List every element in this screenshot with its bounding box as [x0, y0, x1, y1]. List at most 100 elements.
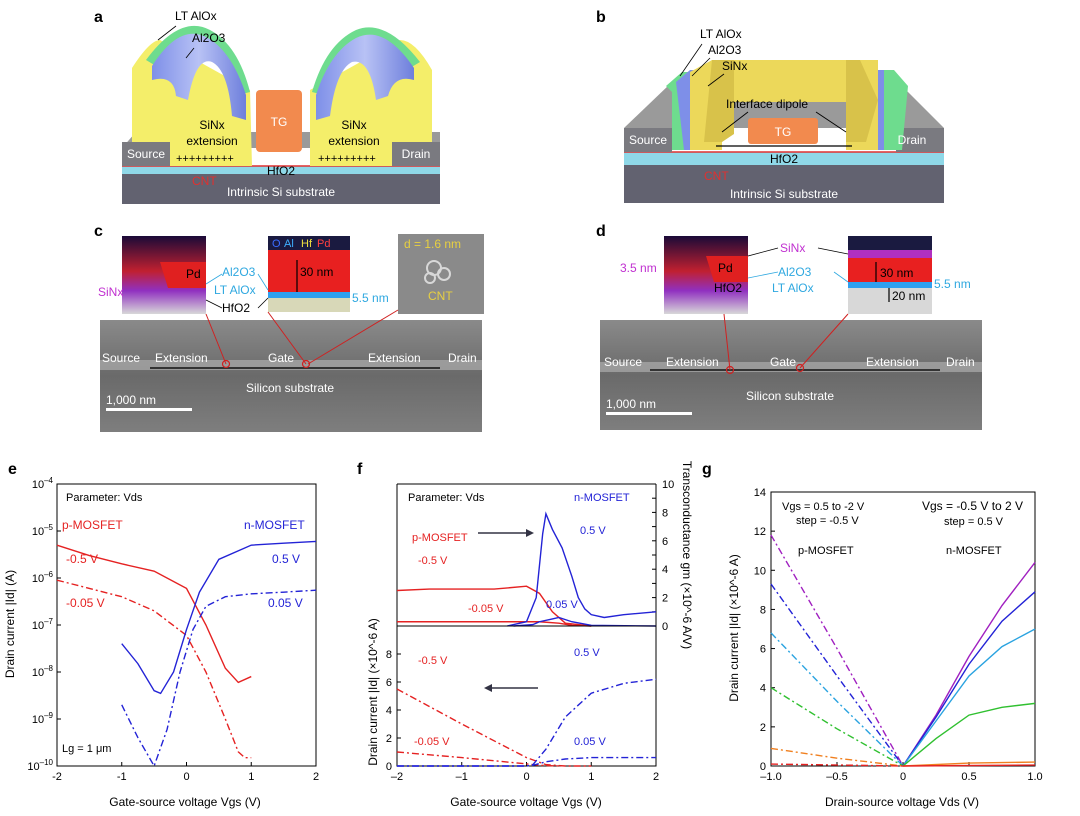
e-ytick-label-5: 10–5 — [32, 523, 54, 538]
g-series-6 — [902, 562, 1036, 767]
drain-label-b: Drain — [898, 133, 927, 147]
g-xtick-label-1: –0.5 — [826, 771, 847, 783]
f-bottom-ytick-label-4: 8 — [386, 649, 392, 661]
alox-dome-right — [316, 34, 414, 120]
sem-ext1-d: Extension — [666, 355, 719, 369]
g-ytick-label-3: 6 — [760, 644, 766, 656]
panel-label-f: f — [357, 461, 363, 478]
e-p-005: -0.05 V — [66, 596, 105, 610]
si-substrate — [122, 174, 440, 204]
tg-label: TG — [271, 115, 288, 129]
e-xlabel: Gate-source voltage Vgs (V) — [109, 795, 260, 809]
g-ytick-label-4: 8 — [760, 604, 766, 616]
e-n-005: 0.05 V — [268, 596, 303, 610]
sinx-label-b: SiNx — [722, 59, 747, 73]
chart-f-bottom: –2 –1 0 1 2 0 2 4 6 8 — [386, 625, 659, 783]
sem-drain-d: Drain — [946, 355, 975, 369]
al2o3-b-right — [884, 70, 908, 150]
sem-gate-d: Gate — [770, 355, 796, 369]
e-series-1 — [56, 579, 252, 759]
g-series-10 — [902, 761, 1036, 767]
eds-legend-al: Al — [284, 238, 294, 250]
thick-30-d: 30 nm — [880, 266, 913, 280]
dipole-label: Interface dipole — [726, 97, 808, 111]
f-xlabel: Gate-source voltage Vgs (V) — [450, 795, 601, 809]
g-xlabel: Drain-source voltage Vds (V) — [825, 795, 979, 809]
f-xtick-label-0: –2 — [391, 771, 403, 783]
f-bottom-ytick-label-3: 6 — [386, 677, 392, 689]
f-top-ytick-label-0: 0 — [662, 621, 668, 633]
chart-g-annotations: Vgs = 0.5 to -2 V step = -0.5 V Vgs = -0… — [727, 499, 1023, 809]
f-top-n-05: 0.5 V — [580, 525, 606, 537]
thick-20-d: 20 nm — [892, 289, 925, 303]
f-top-series-2 — [506, 511, 657, 627]
panel-b: b TG Interface dipole LT AlOx Al2O3 SiNx… — [596, 9, 944, 203]
g-xtick-label-0: –1.0 — [760, 771, 781, 783]
f-top-series-3 — [513, 616, 657, 627]
scale-label-c: 1,000 nm — [106, 393, 156, 407]
sem-ext1-c: Extension — [155, 351, 208, 365]
e-ytick-label-3: 10–7 — [32, 617, 54, 632]
panel-label-c: c — [94, 223, 103, 240]
substrate-label-b: Intrinsic Si substrate — [730, 187, 838, 201]
e-ytick-label-2: 10–8 — [32, 664, 54, 679]
e-series-0 — [56, 544, 252, 684]
g-p-vgs: Vgs = 0.5 to -2 V — [782, 501, 865, 513]
e-ytick-label-1: 10–9 — [32, 711, 54, 726]
g-xtick-label-3: 0.5 — [961, 771, 976, 783]
f-top-p-05: -0.5 V — [418, 555, 448, 567]
panel-a: a TG LT AlOx Al2O3 SiNx extension SiNx e… — [94, 9, 440, 204]
e-ytick-label-4: 10–6 — [32, 570, 54, 585]
source-contact-b — [624, 128, 672, 152]
cnt-label-c: CNT — [428, 289, 453, 303]
g-series-5 — [770, 763, 904, 767]
panel-label-e: e — [8, 461, 17, 478]
f-xtick-label-4: 2 — [653, 771, 659, 783]
e-series-3 — [121, 589, 317, 768]
scale-bar-c — [106, 408, 192, 411]
g-series-0 — [770, 534, 904, 767]
panel-c: c Pd SiNx O Al Hf Pd 30 nm 5.5 nm Al2O3 … — [94, 223, 484, 432]
top-gate — [256, 90, 302, 152]
source-label-b: Source — [629, 133, 667, 147]
e-xtick-label-3: 1 — [248, 771, 254, 783]
g-series-9 — [902, 702, 1036, 767]
sinx-label-c: SiNx — [98, 285, 123, 299]
substrate-label-a: Intrinsic Si substrate — [227, 185, 335, 199]
tg-label-b: TG — [775, 125, 792, 139]
plus-left: +++++++++ — [176, 153, 234, 165]
top-gate-b — [748, 118, 818, 144]
f-bottom-ytick-label-0: 0 — [386, 761, 392, 773]
hfo2-layer — [122, 166, 440, 174]
eds-legend-pd: Pd — [317, 238, 330, 250]
f-bot-p-05: -0.5 V — [418, 655, 448, 667]
d-label-c: d = 1.6 nm — [404, 237, 461, 251]
f-top-series-0 — [396, 585, 592, 627]
sinx-ext-left-2: extension — [186, 134, 237, 148]
f-bot-n-05: 0.5 V — [574, 647, 600, 659]
plus-right: +++++++++ — [318, 153, 376, 165]
g-xtick-label-4: 1.0 — [1027, 771, 1042, 783]
panel-label-d: d — [596, 223, 606, 240]
f-ylabel-bottom: Drain current |Id| (×10^-6 A) — [366, 618, 380, 766]
cnt-label-b: CNT — [704, 169, 729, 183]
sem-image-c — [100, 320, 482, 432]
sinx-ext-right-1: SiNx — [341, 118, 366, 132]
g-ylabel: Drain current |Id| (×10^-6 A) — [727, 554, 741, 702]
f-p-mosfet: p-MOSFET — [412, 532, 468, 544]
e-parameter: Parameter: Vds — [66, 492, 143, 504]
g-series-1 — [770, 583, 904, 767]
scale-label-d: 1,000 nm — [606, 397, 656, 411]
sinx-b — [690, 60, 878, 150]
g-series-2 — [770, 632, 904, 767]
g-p-step: step = -0.5 V — [796, 515, 859, 527]
f-top-ytick-label-2: 2 — [662, 593, 668, 605]
f-bottom-ytick-label-2: 4 — [386, 705, 392, 717]
e-lg: Lg = 1 μm — [62, 743, 111, 755]
lt-alox-label-c: LT AlOx — [214, 283, 256, 297]
sinx-ext-right-2: extension — [328, 134, 379, 148]
thick-55-c: 5.5 nm — [352, 291, 389, 305]
pd-label-d: Pd — [718, 261, 733, 275]
g-ytick-label-5: 10 — [754, 565, 766, 577]
hfo2-label-b: HfO2 — [770, 152, 798, 166]
